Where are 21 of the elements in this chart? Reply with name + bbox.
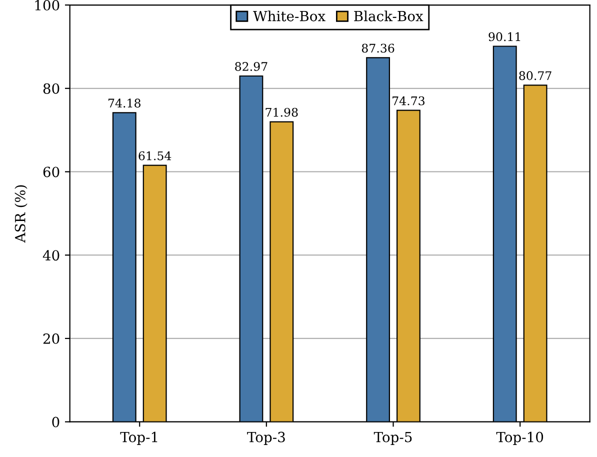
data-label: 90.11 [488, 32, 520, 42]
x-tick-label: Top-5 [374, 432, 412, 445]
y-tick-label: 60 [43, 166, 60, 178]
y-tick-label: 40 [42, 250, 60, 261]
data-label: 74.18 [108, 98, 140, 108]
data-label: 82.97 [235, 62, 268, 71]
x-tick-label: Top-10 [496, 432, 544, 445]
y-tick-label: 0 [52, 416, 60, 428]
y-tick-label: 20 [43, 333, 60, 344]
data-label: 74.73 [392, 96, 424, 106]
data-label: 61.54 [138, 151, 172, 160]
data-label: 71.98 [266, 108, 298, 117]
y-tick-label: 100 [35, 0, 60, 10]
y-tick-label: 80 [43, 83, 60, 94]
legend-label: White-Box [253, 10, 326, 22]
x-tick-label: Top-3 [247, 432, 285, 445]
data-label: 87.36 [362, 44, 394, 53]
legend-label: Black-Box [354, 10, 424, 22]
x-tick-label: Top-1 [120, 432, 158, 445]
y-axis-title: ASR (%) [14, 185, 28, 243]
data-label: 80.77 [519, 71, 552, 80]
